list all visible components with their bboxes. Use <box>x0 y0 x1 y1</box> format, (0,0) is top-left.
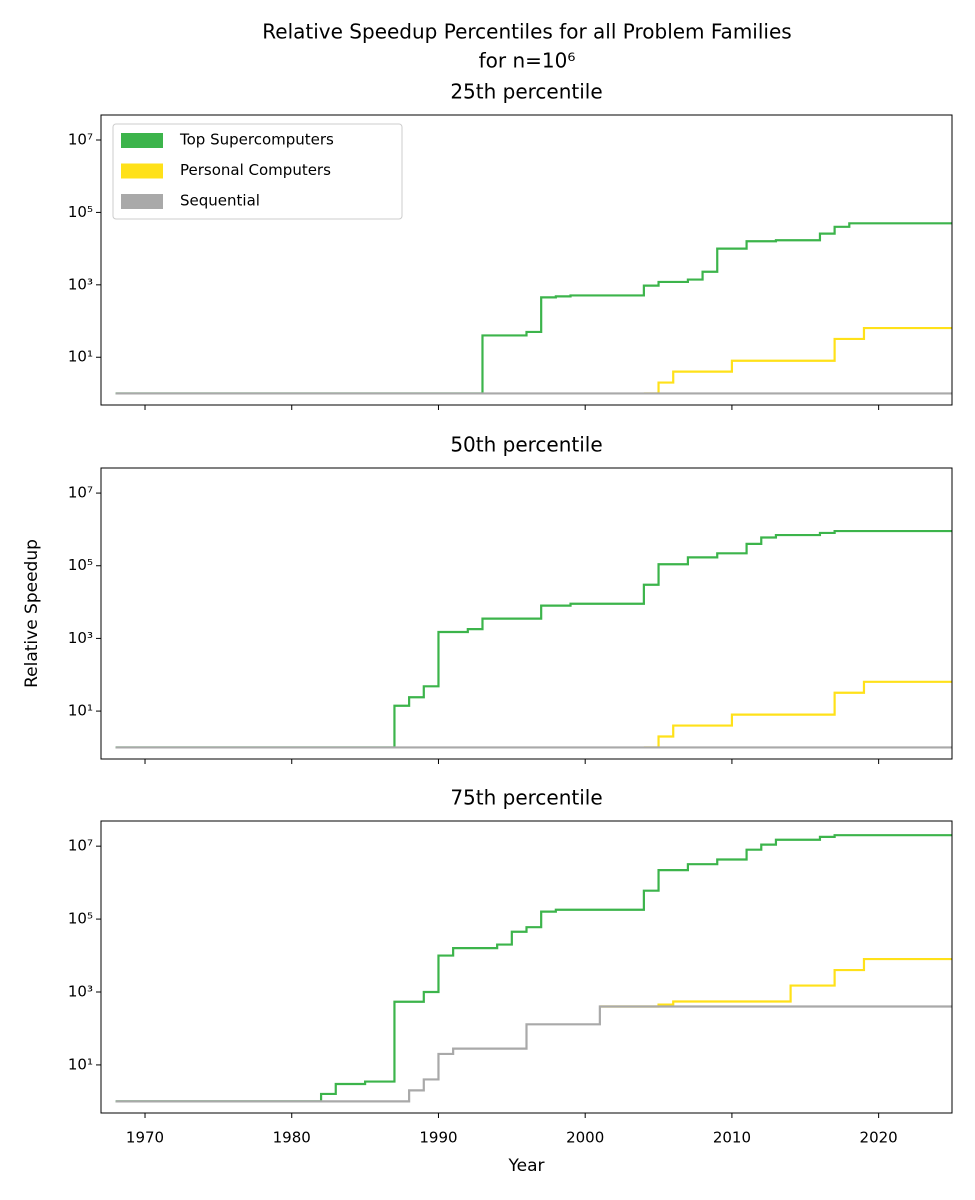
figure-title: for n=10⁶ <box>479 49 576 73</box>
y-tick-label: 10³ <box>68 275 93 293</box>
x-tick-label: 2000 <box>566 1129 604 1147</box>
y-tick-label: 10⁵ <box>68 556 93 574</box>
y-tick-label: 10⁵ <box>68 910 93 928</box>
step-line <box>115 1005 952 1103</box>
axes-frame <box>100 820 953 1114</box>
x-tick-label: 1970 <box>126 1129 164 1147</box>
x-axis-label: Year <box>508 1156 545 1176</box>
axes-frame <box>100 114 953 406</box>
axes-frame <box>100 467 953 760</box>
x-tick-label: 1980 <box>273 1129 311 1147</box>
step-line <box>115 834 952 1103</box>
y-tick-label: 10¹ <box>68 348 93 366</box>
y-tick-label: 10⁷ <box>68 837 93 855</box>
x-tick-label: 2010 <box>713 1129 751 1147</box>
legend-label: Top Supercomputers <box>179 131 334 149</box>
step-line <box>115 529 952 749</box>
subplot-title: 25th percentile <box>450 80 602 104</box>
legend-box <box>112 123 403 220</box>
legend-swatch <box>121 133 163 148</box>
y-tick-label: 10⁷ <box>68 484 93 502</box>
legend-label: Sequential <box>180 192 260 210</box>
step-line <box>599 957 952 1008</box>
x-tick-label: 2020 <box>860 1129 898 1147</box>
step-line <box>115 222 952 395</box>
y-tick-label: 10¹ <box>68 1055 93 1073</box>
y-axis-label: Relative Speedup <box>22 539 42 688</box>
legend-swatch <box>121 163 163 179</box>
legend-swatch <box>121 194 163 209</box>
figure-title: Relative Speedup Percentiles for all Pro… <box>262 20 791 44</box>
subplot-title: 50th percentile <box>450 433 602 457</box>
subplot-title: 75th percentile <box>450 786 602 810</box>
y-tick-label: 10⁵ <box>68 203 93 221</box>
y-tick-label: 10³ <box>68 629 93 647</box>
step-line <box>643 680 952 749</box>
y-tick-label: 10³ <box>68 983 93 1001</box>
y-tick-label: 10⁷ <box>68 130 93 148</box>
y-tick-label: 10¹ <box>68 702 93 720</box>
legend-label: Personal Computers <box>180 161 331 179</box>
step-line <box>643 326 952 395</box>
x-tick-label: 1990 <box>419 1129 457 1147</box>
